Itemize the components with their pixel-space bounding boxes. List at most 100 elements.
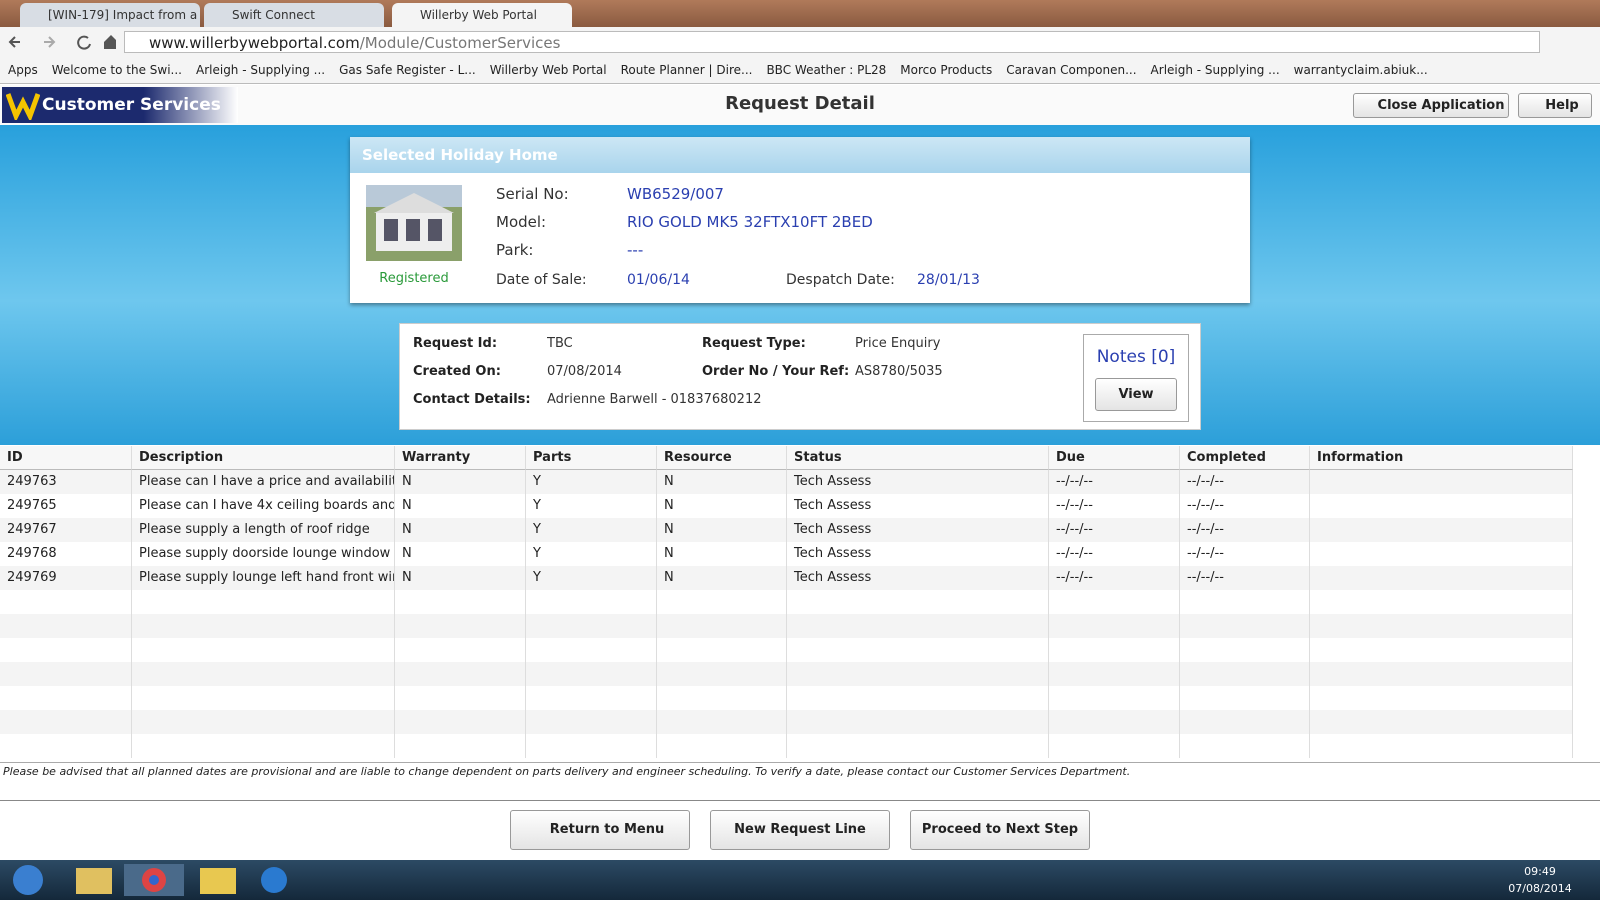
bookmarks-bar: Apps Welcome to the Swi... Arleigh - Suppl… (0, 57, 1600, 84)
url-host: www.willerbywebportal.com (149, 34, 360, 52)
address-bar[interactable]: www.willerbywebportal.com/Module/Custome… (124, 31, 1540, 53)
empty-cell (1310, 686, 1573, 710)
table-cell: Tech Assess (787, 518, 1049, 542)
new-request-line-button[interactable]: New Request Line (710, 810, 890, 850)
empty-cell (0, 662, 132, 686)
table-cell: --/--/-- (1049, 494, 1180, 518)
request-id: TBC (547, 336, 573, 351)
request-lines-table: ID Description Warranty Parts Resource Status… (0, 446, 1600, 763)
empty-cell (0, 686, 132, 710)
table-cell: --/--/-- (1049, 566, 1180, 590)
table-cell: 249763 (0, 470, 132, 494)
empty-cell (395, 734, 526, 758)
table-cell: N (395, 494, 526, 518)
empty-cell (132, 638, 395, 662)
empty-cell (1310, 494, 1573, 518)
column-header: Status (787, 446, 1049, 470)
empty-cell (787, 734, 1049, 758)
model: RIO GOLD MK5 32FTX10FT 2BED (627, 213, 873, 231)
footer-note: Please be advised that all planned dates… (3, 765, 1131, 778)
bookmark[interactable]: Morco Products (900, 63, 993, 77)
empty-cell (787, 710, 1049, 734)
url-path: /Module/CustomerServices (359, 34, 561, 52)
taskbar-icons[interactable] (6, 862, 306, 898)
notes-box (1083, 334, 1189, 422)
empty-cell (395, 638, 526, 662)
empty-cell (132, 686, 395, 710)
empty-cell (526, 590, 657, 614)
empty-cell (657, 710, 787, 734)
bookmark[interactable]: Welcome to the Swi... (51, 63, 182, 77)
table-cell: --/--/-- (1049, 470, 1180, 494)
serial-number: WB6529/007 (627, 185, 724, 203)
empty-cell (1049, 590, 1180, 614)
table-cell: Please can I have 4x ceiling boards and (132, 494, 395, 518)
browser-tab[interactable]: [WIN-179] Impact from a l (20, 3, 200, 27)
empty-cell (395, 590, 526, 614)
bookmark[interactable]: BBC Weather : PL28 (766, 63, 887, 77)
return-to-menu-button[interactable]: Return to Menu (510, 810, 690, 850)
empty-cell (1180, 638, 1310, 662)
table-cell: 249769 (0, 566, 132, 590)
table-cell: --/--/-- (1180, 470, 1310, 494)
empty-cell (787, 686, 1049, 710)
empty-cell (1049, 734, 1180, 758)
field-label: Request Id: (413, 336, 498, 351)
empty-cell (526, 686, 657, 710)
bookmark[interactable]: Willerby Web Portal (489, 63, 607, 77)
empty-cell (526, 710, 657, 734)
field-label: Order No / Your Ref: (702, 364, 850, 379)
view-notes-button[interactable]: View (1095, 378, 1177, 411)
empty-cell (787, 590, 1049, 614)
browser-tab[interactable]: Willerby Web Portal (392, 3, 572, 27)
table-cell: Please supply doorside lounge window (132, 542, 395, 566)
nav-buttons[interactable] (6, 32, 116, 52)
empty-cell (132, 590, 395, 614)
field-label: Serial No: (496, 185, 569, 203)
table-cell: N (395, 542, 526, 566)
bookmark[interactable]: warrantyclaim.abiuk... (1293, 63, 1428, 77)
browser-tab[interactable]: Swift Connect (204, 3, 384, 27)
bookmark[interactable]: Route Planner | Dire... (620, 63, 753, 77)
empty-cell (1180, 614, 1310, 638)
close-application-button[interactable]: Close Application (1353, 93, 1509, 118)
bookmark[interactable]: Arleigh - Supplying ... (196, 63, 326, 77)
empty-cell (1180, 734, 1310, 758)
table-cell: --/--/-- (1180, 494, 1310, 518)
empty-cell (787, 638, 1049, 662)
bookmark[interactable]: Arleigh - Supplying ... (1150, 63, 1280, 77)
empty-cell (526, 638, 657, 662)
app-header (0, 85, 1600, 126)
field-label: Date of Sale: (496, 272, 587, 288)
empty-cell (787, 662, 1049, 686)
bookmark[interactable]: Gas Safe Register - L... (339, 63, 476, 77)
request-panel (399, 323, 1201, 430)
table-cell: --/--/-- (1180, 566, 1310, 590)
empty-cell (0, 614, 132, 638)
request-type: Price Enquiry (855, 336, 941, 351)
empty-cell (1180, 686, 1310, 710)
empty-cell (526, 662, 657, 686)
empty-cell (1049, 662, 1180, 686)
empty-cell (395, 662, 526, 686)
date-of-sale: 01/06/14 (627, 272, 690, 288)
empty-cell (1310, 662, 1573, 686)
field-label: Despatch Date: (786, 272, 895, 288)
bookmark[interactable]: Apps (8, 63, 38, 77)
bookmark[interactable]: Caravan Componen... (1006, 63, 1137, 77)
home-status: Registered (379, 271, 449, 286)
proceed-button[interactable]: Proceed to Next Step (910, 810, 1090, 850)
empty-cell (657, 590, 787, 614)
table-cell: N (657, 494, 787, 518)
table-cell: Please can I have a price and availabili… (132, 470, 395, 494)
empty-cell (0, 590, 132, 614)
column-header: Completed (1180, 446, 1310, 470)
empty-cell (526, 614, 657, 638)
field-label: Created On: (413, 364, 501, 379)
empty-cell (1049, 614, 1180, 638)
table-cell: 249767 (0, 518, 132, 542)
empty-cell (657, 638, 787, 662)
table-cell: Y (526, 566, 657, 590)
help-button[interactable]: Help (1518, 93, 1592, 118)
empty-cell (657, 734, 787, 758)
